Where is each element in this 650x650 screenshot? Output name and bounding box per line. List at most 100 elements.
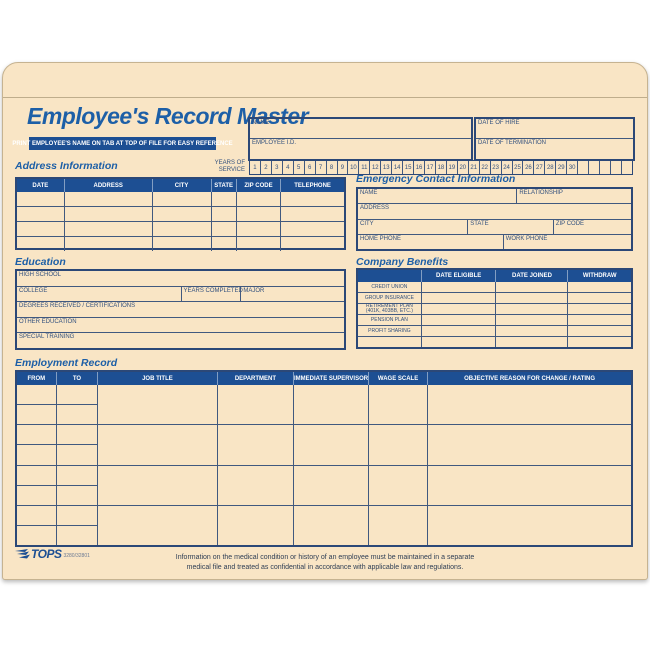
date-of-hire-field[interactable]: DATE OF HIRE <box>476 119 633 138</box>
emergency-address-field[interactable]: ADDRESS <box>358 204 631 218</box>
address-state-cell[interactable] <box>210 192 236 206</box>
address-city-cell[interactable] <box>151 222 211 236</box>
years-of-service-cell[interactable]: 21 <box>469 161 480 174</box>
years-of-service-cell[interactable]: 10 <box>348 161 360 174</box>
employment-from-cell[interactable] <box>17 506 56 545</box>
years-of-service-cell[interactable]: 4 <box>283 161 294 174</box>
address-city-cell[interactable] <box>151 207 211 221</box>
employment-objective-cell[interactable] <box>427 465 631 505</box>
years-of-service-cell[interactable]: 22 <box>480 161 491 174</box>
emergency-city-field[interactable]: CITY <box>358 220 467 234</box>
employment-department-cell[interactable] <box>216 505 294 545</box>
benefit-withdraw-cell[interactable] <box>567 315 631 325</box>
employment-supervisor-cell[interactable] <box>293 465 368 505</box>
major-field[interactable]: MAJOR <box>240 286 344 302</box>
years-of-service-cell[interactable]: 25 <box>513 161 524 174</box>
years-of-service-cell[interactable]: 23 <box>491 161 502 174</box>
employment-department-cell[interactable] <box>216 465 294 505</box>
benefit-date-joined-cell[interactable] <box>495 326 567 336</box>
years-of-service-cell[interactable]: 17 <box>425 161 436 174</box>
other-education-field[interactable]: OTHER EDUCATION <box>17 318 344 333</box>
address-address-cell[interactable] <box>63 192 152 206</box>
years-of-service-cell[interactable] <box>578 161 590 174</box>
address-address-cell[interactable] <box>63 222 152 236</box>
benefit-date-joined-cell[interactable] <box>495 293 567 303</box>
employment-supervisor-cell[interactable] <box>293 385 368 425</box>
employment-from-cell[interactable] <box>17 425 56 464</box>
employment-department-cell[interactable] <box>216 425 294 465</box>
address-telephone-cell[interactable] <box>280 237 344 251</box>
degrees-field[interactable]: DEGREES RECEIVED / CERTIFICATIONS <box>17 302 344 317</box>
employment-department-cell[interactable] <box>216 385 294 425</box>
years-of-service-cell[interactable]: 11 <box>359 161 371 174</box>
address-date-cell[interactable] <box>17 222 64 236</box>
date-of-termination-field[interactable]: DATE OF TERMINATION <box>476 138 633 158</box>
employment-to-cell[interactable] <box>55 385 98 425</box>
years-of-service-cell[interactable]: 18 <box>436 161 447 174</box>
years-of-service-cell[interactable]: 14 <box>392 161 404 174</box>
years-of-service-cell[interactable]: 7 <box>316 161 327 174</box>
high-school-field[interactable]: HIGH SCHOOL <box>17 271 344 286</box>
emergency-work-phone-field[interactable]: WORK PHONE <box>502 234 631 249</box>
name-field[interactable]: NAME <box>250 119 471 138</box>
employment-wage-scale-cell[interactable] <box>367 425 427 465</box>
benefit-date-joined-cell[interactable] <box>495 315 567 325</box>
years-of-service-cell[interactable]: 6 <box>305 161 316 174</box>
emergency-name-field[interactable]: NAME <box>358 189 516 203</box>
employment-wage-scale-cell[interactable] <box>367 505 427 545</box>
address-state-cell[interactable] <box>210 237 236 251</box>
years-of-service-cell[interactable]: 5 <box>294 161 305 174</box>
address-zip-cell[interactable] <box>235 207 280 221</box>
employment-job-title-cell[interactable] <box>97 465 217 505</box>
benefit-date-eligible-cell[interactable] <box>420 315 496 325</box>
years-of-service-cell[interactable]: 12 <box>370 161 382 174</box>
benefit-date-joined-cell[interactable] <box>495 337 567 347</box>
benefit-withdraw-cell[interactable] <box>567 293 631 303</box>
benefit-date-eligible-cell[interactable] <box>420 293 496 303</box>
employee-id-field[interactable]: EMPLOYEE I.D. <box>250 138 471 158</box>
employment-objective-cell[interactable] <box>427 425 631 465</box>
benefit-withdraw-cell[interactable] <box>567 326 631 336</box>
college-field[interactable]: COLLEGE <box>17 287 181 302</box>
years-of-service-cell[interactable] <box>622 161 632 174</box>
address-city-cell[interactable] <box>151 192 211 206</box>
address-city-cell[interactable] <box>151 237 211 251</box>
employment-job-title-cell[interactable] <box>97 505 217 545</box>
years-of-service-cell[interactable]: 2 <box>261 161 272 174</box>
employment-from-cell[interactable] <box>17 466 56 505</box>
years-completed-field[interactable]: YEARS COMPLETED <box>180 286 243 302</box>
address-state-cell[interactable] <box>210 222 236 236</box>
employment-job-title-cell[interactable] <box>97 385 217 425</box>
years-of-service-cell[interactable]: 26 <box>523 161 535 174</box>
address-zip-cell[interactable] <box>235 237 280 251</box>
years-of-service-cell[interactable]: 28 <box>545 161 557 174</box>
employment-to-cell[interactable] <box>55 465 98 505</box>
years-of-service-cell[interactable]: 3 <box>272 161 283 174</box>
employment-to-cell[interactable] <box>55 505 98 545</box>
years-of-service-cell[interactable]: 16 <box>414 161 425 174</box>
benefit-date-joined-cell[interactable] <box>495 282 567 292</box>
benefit-date-eligible-cell[interactable] <box>420 304 496 314</box>
address-date-cell[interactable] <box>17 207 64 221</box>
address-zip-cell[interactable] <box>235 192 280 206</box>
address-state-cell[interactable] <box>210 207 236 221</box>
employment-job-title-cell[interactable] <box>97 425 217 465</box>
address-telephone-cell[interactable] <box>280 207 344 221</box>
employment-objective-cell[interactable] <box>427 505 631 545</box>
emergency-zip-field[interactable]: ZIP CODE <box>552 219 631 234</box>
years-of-service-cell[interactable]: 29 <box>556 161 568 174</box>
emergency-state-field[interactable]: STATE <box>467 219 553 234</box>
years-of-service-cell[interactable]: 27 <box>534 161 546 174</box>
benefit-date-joined-cell[interactable] <box>495 304 567 314</box>
benefit-withdraw-cell[interactable] <box>567 337 631 347</box>
benefit-date-eligible-cell[interactable] <box>420 326 496 336</box>
years-of-service-cell[interactable]: 8 <box>327 161 338 174</box>
years-of-service-cell[interactable] <box>589 161 600 174</box>
employment-to-cell[interactable] <box>55 425 98 465</box>
years-of-service-cell[interactable]: 20 <box>458 161 469 174</box>
years-of-service-cell[interactable]: 1 <box>250 161 261 174</box>
special-training-field[interactable]: SPECIAL TRAINING <box>17 333 344 348</box>
employment-from-cell[interactable] <box>17 385 56 424</box>
years-of-service-cell[interactable] <box>600 161 611 174</box>
years-of-service-cell[interactable]: 13 <box>381 161 393 174</box>
